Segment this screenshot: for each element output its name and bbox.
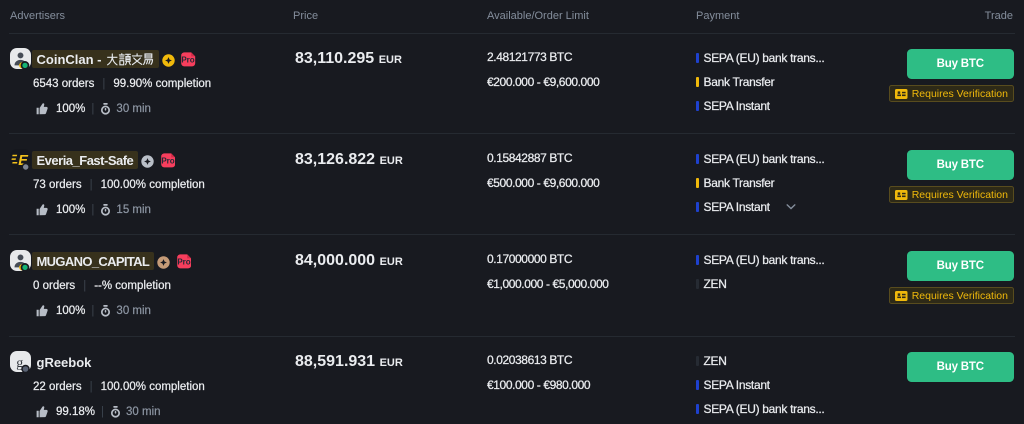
svg-text:Pro: Pro <box>161 156 174 165</box>
svg-text:g: g <box>16 356 23 371</box>
svg-text:E: E <box>18 153 29 169</box>
svg-text:Pro: Pro <box>181 55 194 64</box>
svg-text:Pro: Pro <box>177 257 190 266</box>
